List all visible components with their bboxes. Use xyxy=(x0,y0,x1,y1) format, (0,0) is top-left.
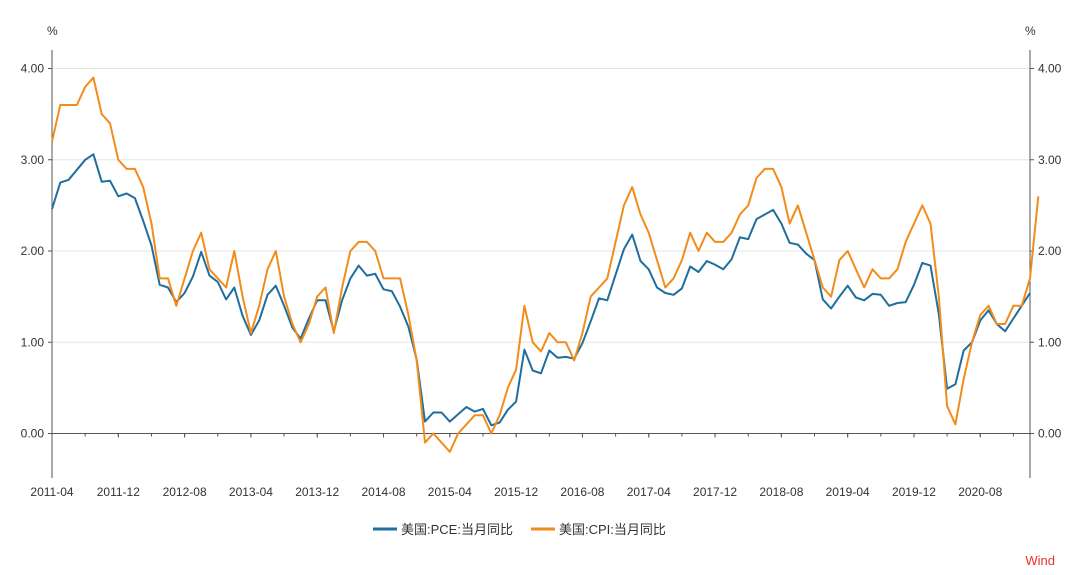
x-tick-label: 2017-04 xyxy=(627,485,671,499)
x-tick-label: 2015-04 xyxy=(428,485,472,499)
x-tick-label: 2017-12 xyxy=(693,485,737,499)
x-tick-label: 2015-12 xyxy=(494,485,538,499)
series-line-pce xyxy=(51,153,1031,427)
y-tick-label-left: 3.00 xyxy=(21,153,45,167)
y-tick-label-left: 1.00 xyxy=(21,335,45,349)
y-tick-label-right: 0.00 xyxy=(1038,427,1062,441)
x-tick-label: 2014-08 xyxy=(362,485,406,499)
y-tick-label-right: 4.00 xyxy=(1038,62,1062,76)
x-tick-label: 2019-04 xyxy=(826,485,870,499)
x-tick-label: 2019-12 xyxy=(892,485,936,499)
legend-label: 美国:PCE:当月同比 xyxy=(401,522,513,537)
x-tick-label: 2013-04 xyxy=(229,485,273,499)
series-group xyxy=(51,76,1040,453)
x-tick-label: 2011-12 xyxy=(97,485,140,499)
y-tick-label-left: 0.00 xyxy=(21,427,45,441)
x-tick-label: 2020-08 xyxy=(958,485,1002,499)
y-unit-right: % xyxy=(1025,24,1036,38)
y-tick-label-right: 1.00 xyxy=(1038,335,1062,349)
y-tick-label-left: 4.00 xyxy=(21,62,45,76)
y-axis-right: 0.00 1.00 2.00 3.00 4.00 xyxy=(1030,62,1062,441)
x-tick-label: 2011-04 xyxy=(30,485,73,499)
legend: 美国:PCE:当月同比 美国:CPI:当月同比 xyxy=(373,522,666,537)
y-unit-left: % xyxy=(47,24,58,38)
y-axis-left: 0.00 1.00 2.00 3.00 4.00 xyxy=(21,62,52,441)
x-axis: 2011-04 2011-12 2012-08 2013-04 2013-12 2014-… xyxy=(30,433,1014,499)
x-tick-label: 2013-12 xyxy=(295,485,339,499)
y-tick-label-right: 3.00 xyxy=(1038,153,1062,167)
x-tick-label: 2016-08 xyxy=(560,485,604,499)
grid-lines xyxy=(52,68,1030,434)
legend-label: 美国:CPI:当月同比 xyxy=(559,522,666,537)
source-label: Wind xyxy=(1025,553,1055,568)
x-tick-label: 2018-08 xyxy=(759,485,803,499)
y-tick-label-right: 2.00 xyxy=(1038,244,1062,258)
x-tick-label: 2012-08 xyxy=(163,485,207,499)
axes xyxy=(51,50,1031,478)
series-line-cpi xyxy=(51,76,1040,453)
y-tick-label-left: 2.00 xyxy=(21,244,45,258)
